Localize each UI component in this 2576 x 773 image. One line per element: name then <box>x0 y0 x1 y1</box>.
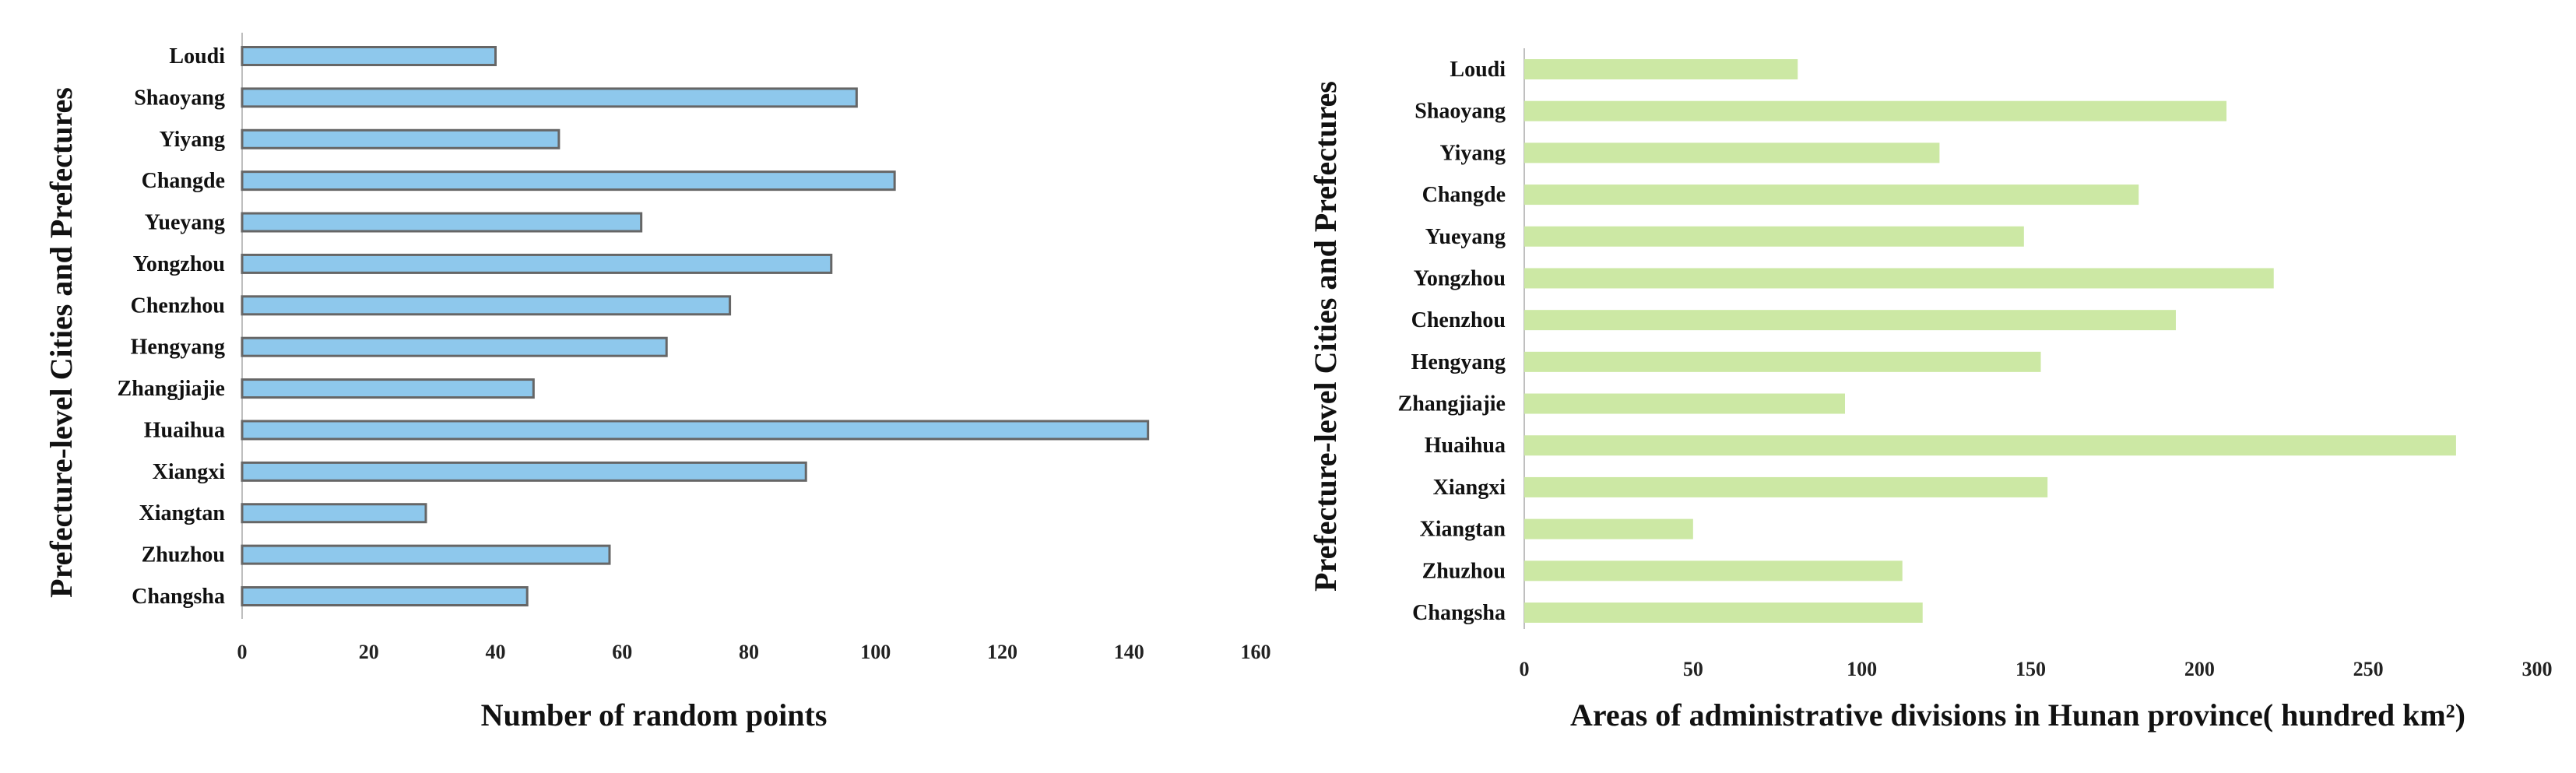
category-label: Yiyang <box>159 128 225 152</box>
bar-huaihua <box>241 420 1150 441</box>
bar-chenzhou <box>241 295 732 316</box>
bar-yueyang <box>1524 226 2024 247</box>
y-axis-title: Prefecture-level Cities and Prefectures <box>44 87 79 598</box>
category-label: Chenzhou <box>131 293 225 318</box>
bar-changsha <box>1524 603 1923 623</box>
bar-xiangxi <box>1524 476 2048 497</box>
category-label: Huaihua <box>1425 434 1506 458</box>
category-label: Loudi <box>1450 58 1506 82</box>
bar-shaoyang <box>1524 100 2227 121</box>
category-label: Changsha <box>1412 601 1506 625</box>
bar-yiyang <box>1524 142 1940 163</box>
category-label: Yueyang <box>145 211 225 235</box>
category-label: Changsha <box>132 585 225 609</box>
x-tick-label: 100 <box>1847 658 1877 680</box>
category-label: Yongzhou <box>133 252 225 276</box>
bar-hengyang <box>1524 351 2041 372</box>
x-axis-title: Areas of administrative divisions in Hun… <box>1570 697 2465 733</box>
bar-hengyang <box>241 336 668 357</box>
bar-yongzhou <box>1524 268 2274 289</box>
x-tick-label: 20 <box>359 641 379 663</box>
category-label: Xiangtan <box>1420 518 1506 542</box>
x-tick-label: 160 <box>1241 641 1271 663</box>
x-tick-label: 0 <box>1520 658 1530 680</box>
x-tick-label: 200 <box>2184 658 2215 680</box>
category-label: Yiyang <box>1439 141 1506 165</box>
x-axis-title: Number of random points <box>481 697 828 733</box>
x-tick-label: 80 <box>739 641 759 663</box>
category-label: Zhangjiajie <box>1398 392 1506 416</box>
bar-changsha <box>241 586 529 606</box>
bar-zhangjiajie <box>1524 393 1845 414</box>
category-label: Zhuzhou <box>142 543 225 567</box>
category-label: Chenzhou <box>1411 308 1506 332</box>
category-label: Shaoyang <box>1415 100 1506 124</box>
bar-loudi <box>241 46 497 66</box>
category-label: Huaihua <box>144 418 225 442</box>
bar-shaoyang <box>241 87 858 108</box>
x-tick-label: 40 <box>486 641 506 663</box>
bar-loudi <box>1524 59 1798 79</box>
bar-yongzhou <box>241 253 833 274</box>
bar-zhuzhou <box>241 544 611 565</box>
x-tick-label: 150 <box>2015 658 2046 680</box>
bar-chenzhou <box>1524 310 2176 331</box>
category-label: Shaoyang <box>134 86 225 110</box>
x-tick-label: 300 <box>2522 658 2553 680</box>
bar-changde <box>241 170 896 191</box>
x-tick-label: 250 <box>2353 658 2384 680</box>
x-tick-label: 0 <box>237 641 248 663</box>
chart-2: Changsha Zhuzhou Xiangtan Xiangxi Huaihua Zha… <box>1308 48 2553 733</box>
category-label: Zhuzhou <box>1422 559 1506 583</box>
category-label: Changde <box>1422 183 1506 207</box>
x-tick-label: 100 <box>860 641 891 663</box>
bar-xiangxi <box>241 461 807 482</box>
category-label: Xiangxi <box>1433 476 1506 500</box>
category-label: Yueyang <box>1425 225 1506 249</box>
category-label: Changde <box>142 169 225 193</box>
chart-1: Changsha Zhuzhou Xiangtan Xiangxi Huaihua Zha… <box>44 33 1271 733</box>
category-label: Xiangtan <box>139 501 226 525</box>
category-label: Yongzhou <box>1414 266 1506 290</box>
y-axis-title: Prefecture-level Cities and Prefectures <box>1308 81 1343 592</box>
category-label: Loudi <box>169 44 225 69</box>
x-tick-label: 60 <box>612 641 632 663</box>
bar-zhuzhou <box>1524 560 1903 582</box>
bar-xiangtan <box>241 503 427 524</box>
bar-zhangjiajie <box>241 378 535 399</box>
category-label: Xiangxi <box>153 460 226 484</box>
bar-yiyang <box>241 128 561 149</box>
bar-xiangtan <box>1524 518 1693 539</box>
bar-huaihua <box>1524 435 2456 456</box>
x-tick-label: 140 <box>1114 641 1144 663</box>
bar-yueyang <box>241 212 643 233</box>
x-tick-label: 50 <box>1683 658 1703 680</box>
category-label: Hengyang <box>1411 350 1506 374</box>
bar-changde <box>1524 184 2139 206</box>
x-tick-label: 120 <box>987 641 1017 663</box>
category-label: Zhangjiajie <box>118 377 225 401</box>
category-label: Hengyang <box>131 336 225 360</box>
